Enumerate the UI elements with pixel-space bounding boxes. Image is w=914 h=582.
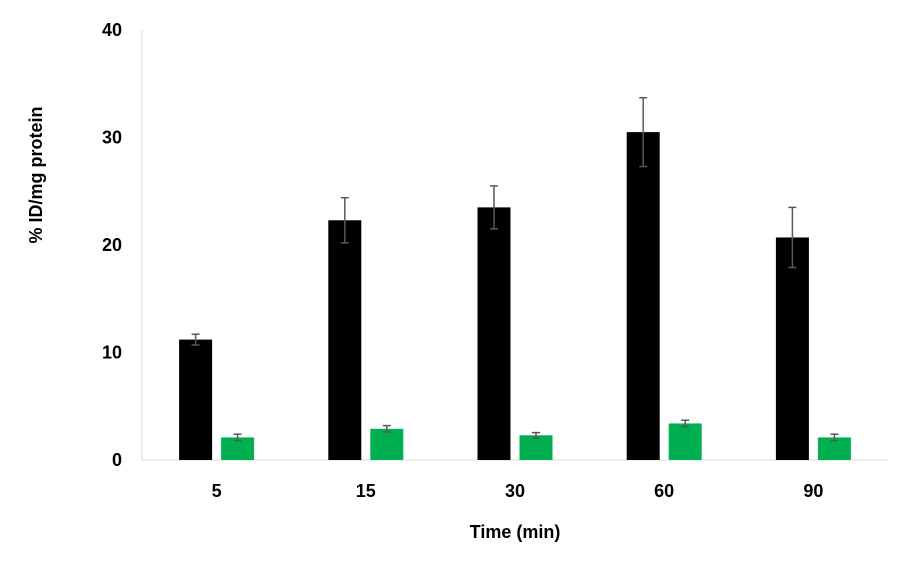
x-tick-label: 60 bbox=[654, 481, 674, 501]
y-tick-label: 20 bbox=[102, 235, 122, 255]
bar bbox=[668, 423, 702, 460]
bar bbox=[477, 207, 511, 460]
error-bars-group bbox=[191, 96, 839, 442]
x-tick-labels: 5 15 30 60 90 bbox=[212, 481, 824, 501]
x-tick-label: 5 bbox=[212, 481, 222, 501]
y-tick-labels: 0 10 20 30 40 bbox=[102, 20, 122, 470]
bar bbox=[179, 339, 213, 460]
bar bbox=[775, 237, 809, 460]
bar bbox=[519, 435, 553, 460]
y-axis-title: % ID/mg protein bbox=[26, 106, 46, 243]
x-tick-label: 90 bbox=[803, 481, 823, 501]
x-tick-label: 30 bbox=[505, 481, 525, 501]
y-tick-label: 10 bbox=[102, 343, 122, 363]
bar bbox=[221, 437, 255, 460]
bars-group bbox=[179, 132, 851, 460]
bar bbox=[328, 220, 362, 460]
bar bbox=[626, 132, 660, 460]
y-tick-label: 30 bbox=[102, 128, 122, 148]
bar bbox=[370, 428, 404, 460]
y-tick-label: 40 bbox=[102, 20, 122, 40]
x-tick-label: 15 bbox=[356, 481, 376, 501]
bar bbox=[817, 437, 851, 460]
y-tick-label: 0 bbox=[112, 450, 122, 470]
x-axis-title: Time (min) bbox=[470, 522, 561, 542]
